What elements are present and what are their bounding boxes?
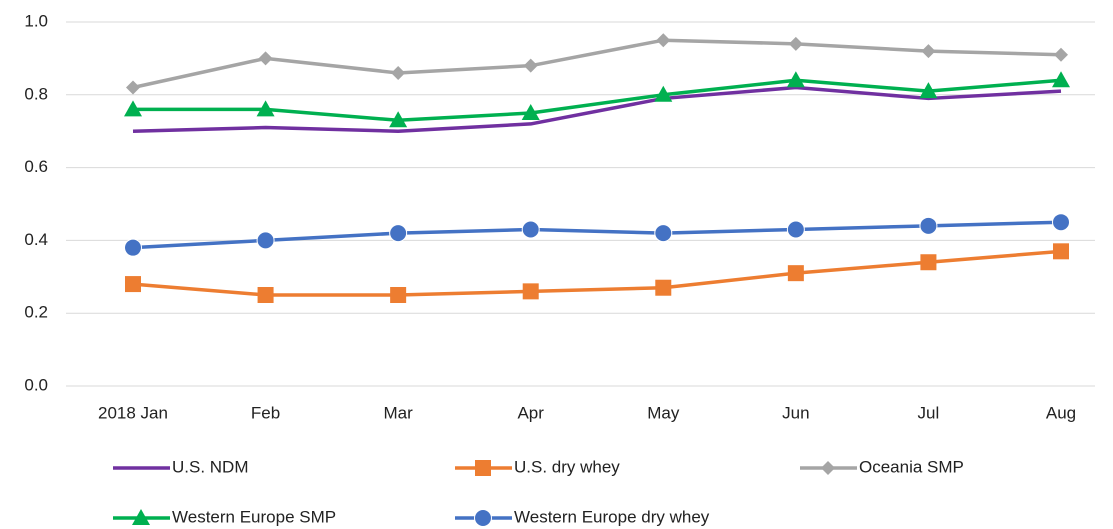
marker (256, 100, 275, 117)
legend-label: Oceania SMP (859, 457, 964, 476)
marker (921, 44, 936, 59)
marker (919, 216, 938, 235)
legend-label: U.S. NDM (172, 457, 249, 476)
marker (475, 460, 491, 476)
x-tick-label: Jun (782, 403, 809, 422)
marker (474, 509, 492, 527)
marker (786, 71, 805, 88)
marker (656, 33, 671, 48)
marker (920, 254, 937, 271)
y-tick-label: 0.6 (24, 157, 48, 176)
marker (522, 283, 539, 300)
series-line (132, 38, 1062, 90)
marker (1053, 243, 1069, 260)
y-tick-label: 1.0 (24, 11, 48, 30)
marker (124, 100, 142, 117)
legend-label: Western Europe dry whey (514, 507, 710, 526)
x-tick-label: Mar (384, 403, 414, 422)
x-tick-label: Jul (918, 403, 940, 422)
marker (258, 51, 273, 66)
marker (1052, 213, 1070, 232)
series-line (132, 249, 1062, 297)
y-tick-label: 0.8 (24, 84, 48, 103)
y-tick-label: 0.2 (24, 303, 48, 322)
marker (787, 265, 804, 282)
marker (821, 461, 835, 475)
x-tick-label: Aug (1046, 403, 1076, 422)
marker (389, 224, 408, 243)
marker (391, 65, 406, 80)
marker (523, 58, 538, 73)
y-tick-label: 0.0 (24, 375, 48, 394)
marker (655, 279, 672, 296)
marker (256, 231, 275, 250)
marker (389, 111, 408, 128)
series-line (132, 220, 1062, 250)
legend-label: U.S. dry whey (514, 457, 620, 476)
marker (390, 287, 407, 303)
marker (654, 224, 673, 243)
marker (124, 238, 142, 257)
marker (1054, 47, 1068, 62)
marker (125, 276, 141, 293)
marker (654, 85, 673, 102)
marker (257, 287, 274, 303)
marker (132, 509, 150, 525)
marker (919, 82, 938, 99)
marker (786, 220, 805, 239)
marker (126, 80, 140, 95)
marker (521, 104, 540, 120)
x-tick-label: May (647, 403, 680, 422)
marker (1052, 71, 1070, 88)
x-tick-label: 2018 Jan (98, 403, 168, 422)
x-tick-label: Apr (517, 403, 544, 422)
series-line (133, 78, 1062, 123)
legend-label: Western Europe SMP (172, 507, 336, 526)
series-line (132, 85, 1062, 133)
x-tick-label: Feb (251, 403, 280, 422)
marker (521, 220, 540, 239)
marker (788, 36, 803, 51)
y-tick-label: 0.4 (24, 230, 48, 249)
